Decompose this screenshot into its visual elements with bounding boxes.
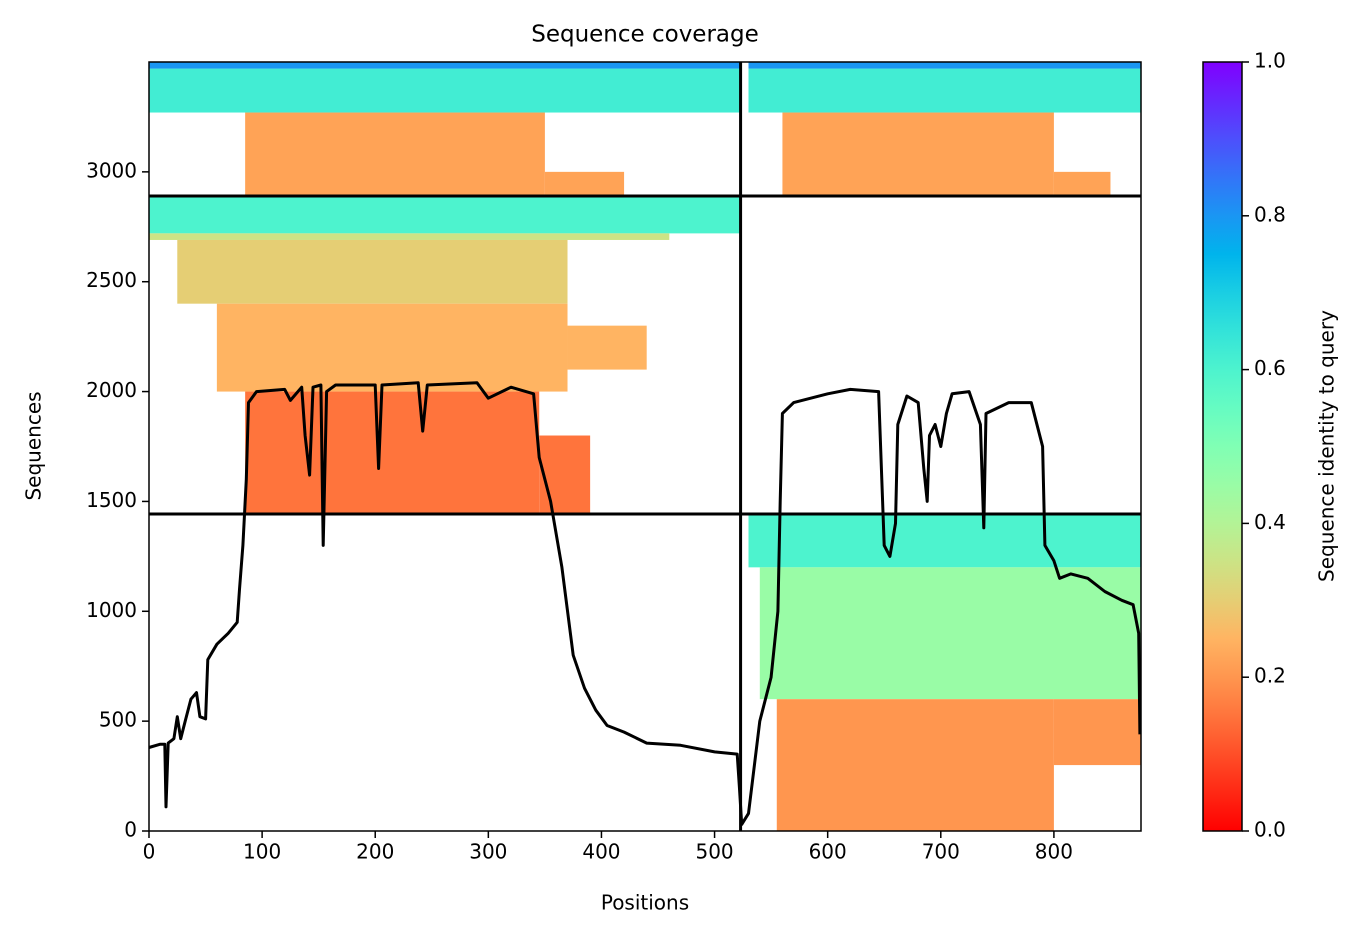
x-tick-label: 600: [809, 840, 847, 864]
y-tick-label: 2000: [86, 378, 137, 402]
msa-block: [149, 68, 741, 113]
x-tick-label: 300: [469, 840, 507, 864]
msa-block: [759, 567, 1141, 700]
x-tick-label: 200: [356, 840, 394, 864]
msa-block: [149, 233, 670, 240]
msa-block: [177, 239, 568, 304]
y-tick-label: 500: [99, 708, 137, 732]
coverage-line: [148, 381, 1142, 826]
msa-block: [776, 699, 1054, 831]
msa-block: [748, 513, 1141, 568]
x-axis-label: Positions: [601, 891, 689, 915]
plot-frame: [148, 61, 1142, 832]
x-tick-label: 400: [582, 840, 620, 864]
colorbar-tick-label: 0.6: [1254, 356, 1286, 380]
msa-block: [1053, 699, 1141, 766]
msa-block: [149, 196, 741, 234]
y-axis-label: Sequences: [22, 391, 46, 500]
msa-block: [1053, 171, 1111, 197]
y-tick-label: 3000: [86, 158, 137, 182]
x-tick-label: 0: [143, 840, 156, 864]
y-tick-label: 2500: [86, 268, 137, 292]
x-tick-label: 700: [922, 840, 960, 864]
colorbar-label: Sequence identity to query: [1315, 310, 1339, 582]
colorbar-tick-label: 0.4: [1254, 510, 1286, 534]
colorbar-tick-label: 0.8: [1254, 202, 1286, 226]
msa-block: [539, 435, 591, 514]
msa-block: [149, 62, 741, 69]
msa-block: [216, 303, 568, 392]
msa-block: [245, 112, 545, 197]
colorbar: [1202, 61, 1243, 832]
y-tick-label: 1000: [86, 598, 137, 622]
colorbar-tick-label: 1.0: [1254, 49, 1286, 73]
x-tick-label: 800: [1035, 840, 1073, 864]
y-tick-label: 0: [124, 818, 137, 842]
colorbar-tick-label: 0.0: [1254, 818, 1286, 842]
chart-title: Sequence coverage: [531, 22, 759, 48]
colorbar-tick-label: 0.2: [1254, 664, 1286, 688]
msa-block: [782, 112, 1054, 197]
x-tick-label: 100: [243, 840, 281, 864]
y-tick-label: 1500: [86, 488, 137, 512]
msa-block: [544, 171, 625, 197]
x-tick-label: 500: [695, 840, 733, 864]
msa-block: [567, 325, 647, 370]
msa-block: [245, 391, 540, 514]
msa-block: [748, 62, 1141, 69]
msa-block: [748, 68, 1141, 113]
